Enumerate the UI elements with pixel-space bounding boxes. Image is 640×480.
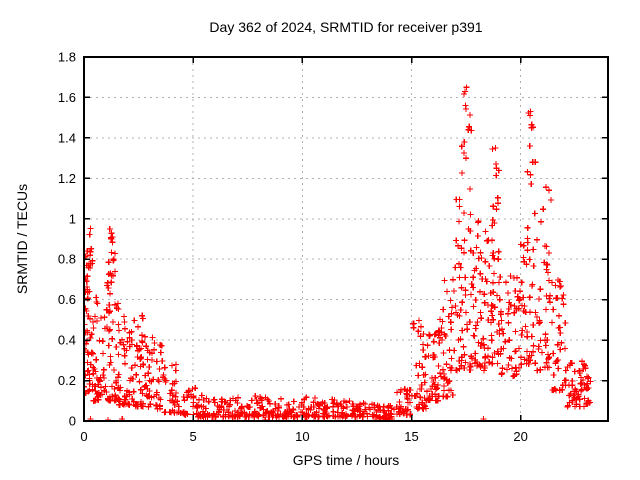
x-tick-label: 0 (80, 429, 87, 444)
grid-lines (84, 57, 608, 421)
x-axis-label: GPS time / hours (292, 452, 400, 468)
y-tick-label: 1.8 (58, 50, 76, 65)
x-tick-label: 10 (295, 429, 309, 444)
x-tick-label: 5 (190, 429, 197, 444)
scatter-points (84, 84, 594, 421)
y-tick-label: 1.6 (58, 90, 76, 105)
axis-ticks (83, 56, 608, 422)
x-tick-labels: 0 5 10 15 20 (80, 429, 528, 444)
y-tick-label: 0 (69, 414, 76, 429)
y-tick-label: 1.4 (58, 130, 76, 145)
y-tick-label: 0.6 (58, 292, 76, 307)
y-tick-label: 0.2 (58, 373, 76, 388)
y-tick-label: 1 (69, 211, 76, 226)
chart-title: Day 362 of 2024, SRMTID for receiver p39… (209, 19, 483, 35)
y-tick-label: 0.4 (58, 333, 76, 348)
y-tick-labels: 0 0.2 0.4 0.6 0.8 1 1.2 1.4 1.6 1.8 (58, 50, 76, 429)
x-tick-label: 15 (404, 429, 418, 444)
y-tick-label: 1.2 (58, 171, 76, 186)
y-tick-label: 0.8 (58, 252, 76, 267)
x-tick-label: 20 (513, 429, 527, 444)
plot-border (83, 56, 609, 422)
